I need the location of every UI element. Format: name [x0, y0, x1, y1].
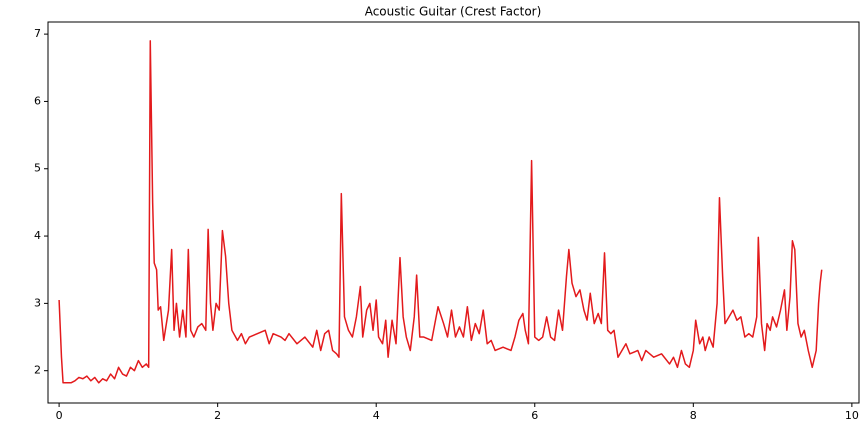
y-tick-label: 6 [34, 94, 41, 107]
plot-frame [47, 21, 860, 404]
y-tick-label: 7 [34, 27, 41, 40]
y-tick-label: 5 [34, 162, 41, 175]
x-tick-label: 6 [531, 409, 538, 422]
data-line [58, 40, 823, 384]
y-tick-label: 4 [34, 229, 41, 242]
x-tick-label: 10 [845, 409, 859, 422]
y-tick-label: 2 [34, 364, 41, 377]
chart-title: Acoustic Guitar (Crest Factor) [365, 5, 542, 19]
x-tick-label: 2 [214, 409, 221, 422]
x-tick-label: 0 [56, 409, 63, 422]
y-tick-label: 3 [34, 296, 41, 309]
x-tick-label: 4 [373, 409, 380, 422]
x-tick-label: 8 [690, 409, 697, 422]
